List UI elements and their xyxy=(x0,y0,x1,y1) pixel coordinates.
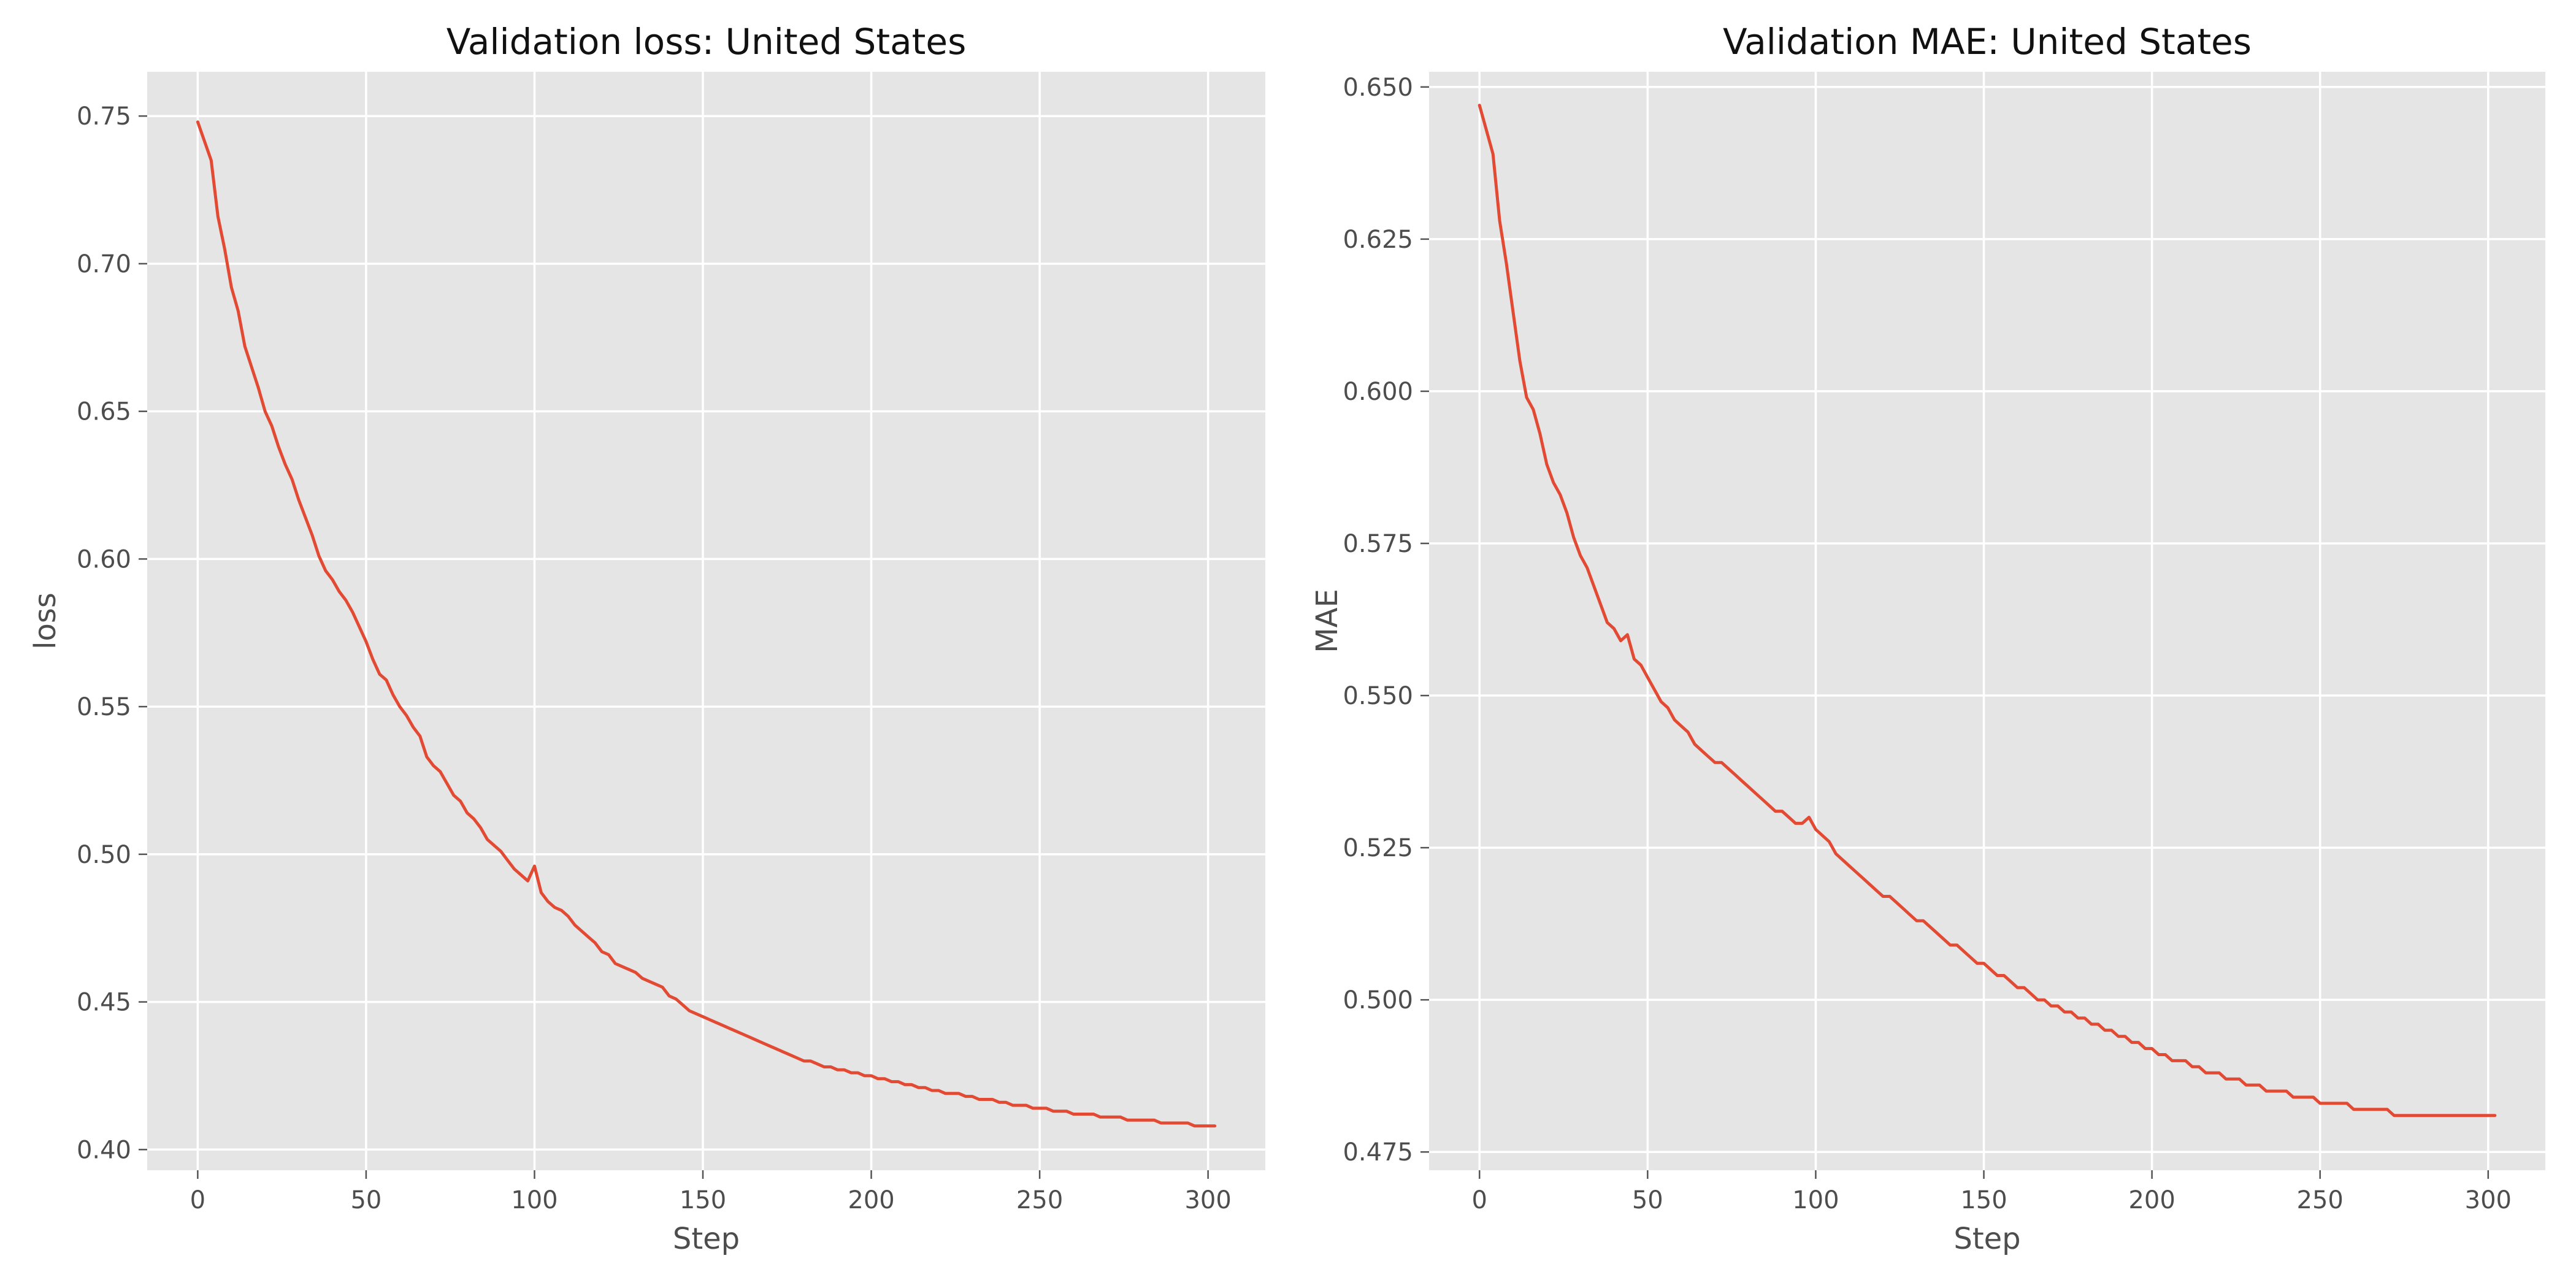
mae-x-tick-label: 250 xyxy=(2297,1186,2344,1214)
mae-y-tick-label: 0.525 xyxy=(1343,834,1413,862)
loss-y-tick-label: 0.50 xyxy=(77,841,131,869)
loss-x-tick-label: 100 xyxy=(511,1186,558,1214)
mae-x-tick-label: 0 xyxy=(1472,1186,1487,1214)
mae-y-tick-label: 0.575 xyxy=(1343,530,1413,558)
loss-y-axis-label: loss xyxy=(28,592,63,650)
mae-y-tick-label: 0.625 xyxy=(1343,226,1413,254)
loss-x-tick-label: 50 xyxy=(350,1186,381,1214)
mae-y-tick-label: 0.650 xyxy=(1343,74,1413,102)
mae-y-tick-label: 0.550 xyxy=(1343,682,1413,710)
mae-x-axis-label: Step xyxy=(1953,1222,2020,1256)
loss-y-tick-label: 0.40 xyxy=(77,1136,131,1164)
loss-x-tick-label: 0 xyxy=(190,1186,205,1214)
loss-chart: 0 50 100 150 200 250 300 0.40 0.45 0.50 0.55 0.60 0.… xyxy=(28,21,1265,1256)
mae-y-tick-label: 0.475 xyxy=(1343,1138,1413,1167)
mae-x-tick-label: 200 xyxy=(2128,1186,2175,1214)
loss-y-tick-label: 0.70 xyxy=(77,250,131,278)
loss-x-axis-label: Step xyxy=(673,1222,740,1256)
mae-x-tick-label: 100 xyxy=(1792,1186,1839,1214)
mae-x-tick-label: 300 xyxy=(2465,1186,2512,1214)
loss-x-tick-label: 250 xyxy=(1016,1186,1063,1214)
loss-y-tick-label: 0.65 xyxy=(77,398,131,426)
loss-x-tick-label: 200 xyxy=(848,1186,894,1214)
mae-x-tick-label: 150 xyxy=(1960,1186,2007,1214)
loss-y-tick-label: 0.60 xyxy=(77,545,131,573)
loss-plot-area xyxy=(147,72,1265,1170)
mae-y-axis-label: MAE xyxy=(1310,589,1344,653)
loss-y-tick-label: 0.45 xyxy=(77,989,131,1017)
mae-y-tick-label: 0.600 xyxy=(1343,378,1413,406)
loss-y-tick-label: 0.75 xyxy=(77,102,131,131)
mae-chart: 0 50 100 150 200 250 300 0.475 0.500 0.525 0.550 0.… xyxy=(1310,21,2545,1256)
mae-plot-area xyxy=(1429,72,2545,1170)
mae-x-tick-label: 50 xyxy=(1632,1186,1663,1214)
loss-y-tick-label: 0.55 xyxy=(77,693,131,721)
loss-x-tick-label: 150 xyxy=(680,1186,726,1214)
loss-x-tick-label: 300 xyxy=(1184,1186,1231,1214)
loss-chart-title: Validation loss: United States xyxy=(447,21,967,63)
mae-chart-title: Validation MAE: United States xyxy=(1723,21,2252,63)
mae-y-tick-label: 0.500 xyxy=(1343,986,1413,1014)
